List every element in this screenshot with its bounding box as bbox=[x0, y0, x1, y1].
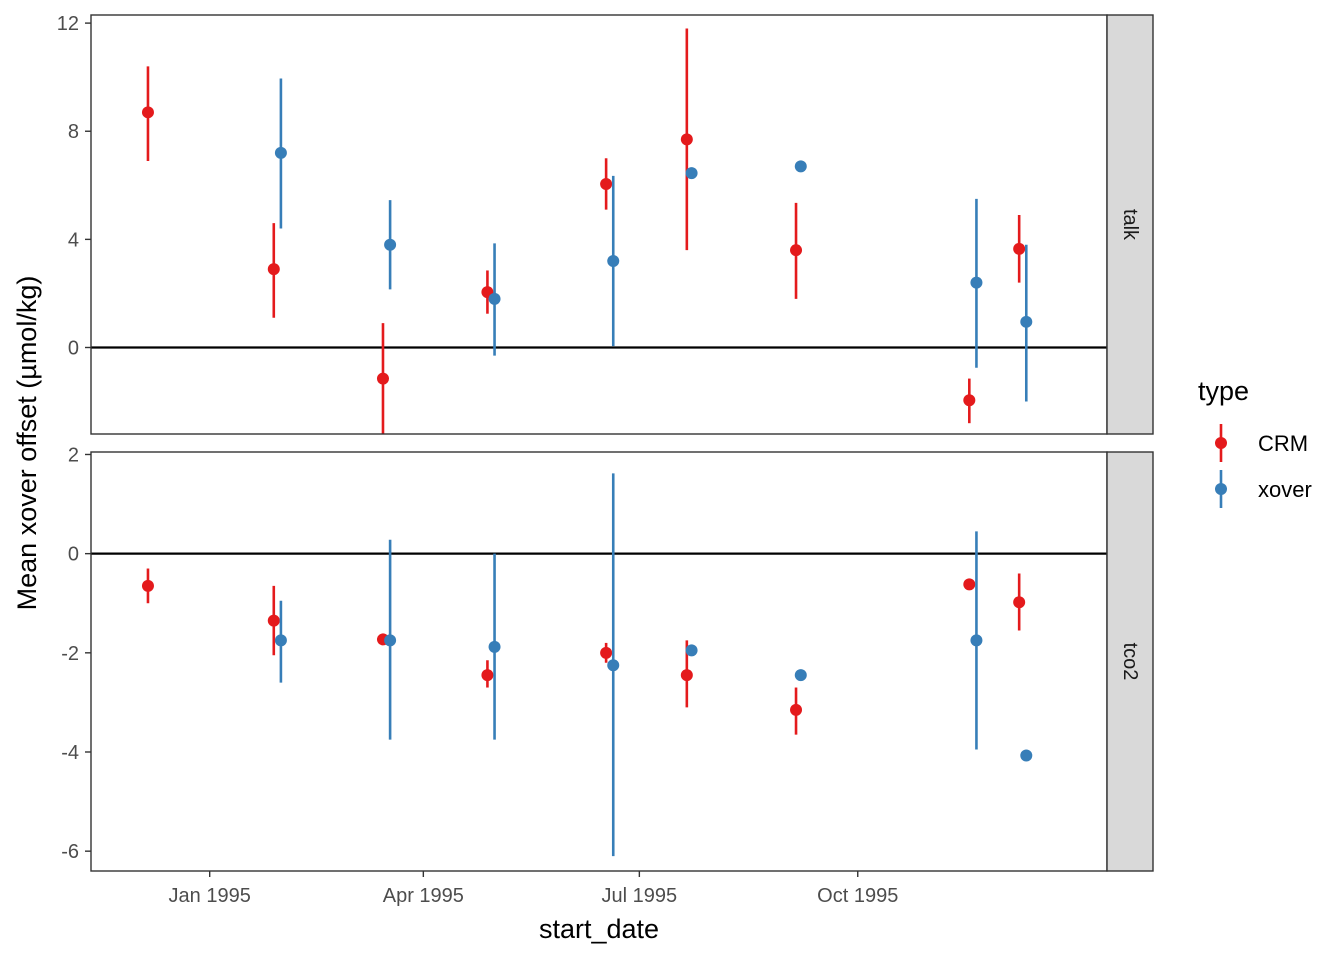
y-tick-label: 4 bbox=[68, 229, 79, 251]
data-point bbox=[267, 263, 280, 276]
panel-background bbox=[91, 452, 1107, 871]
data-point bbox=[274, 634, 287, 647]
data-point bbox=[790, 244, 803, 257]
data-point bbox=[794, 160, 807, 173]
x-tick-label: Jan 1995 bbox=[169, 885, 251, 907]
y-axis-title: Mean xover offset (µmol/kg) bbox=[12, 276, 42, 611]
facet-strip bbox=[1106, 451, 1154, 872]
data-point bbox=[600, 177, 613, 190]
x-tick-label: Apr 1995 bbox=[383, 885, 464, 907]
data-point bbox=[607, 659, 620, 672]
facet-strip-label: tco2 bbox=[1119, 643, 1141, 681]
facet-panel-talk: 0 4 8 12 talk bbox=[57, 13, 1154, 435]
legend-label: xover bbox=[1258, 477, 1312, 502]
data-point bbox=[1020, 315, 1033, 328]
data-point bbox=[794, 669, 807, 682]
data-point bbox=[274, 146, 287, 159]
y-tick-label: -4 bbox=[61, 742, 79, 764]
data-point bbox=[790, 703, 803, 716]
series-xover bbox=[274, 473, 1033, 857]
data-point bbox=[141, 579, 154, 592]
data-point bbox=[1013, 596, 1026, 609]
data-point bbox=[267, 614, 280, 627]
legend-title: type bbox=[1198, 376, 1249, 406]
data-point bbox=[680, 669, 693, 682]
panel-background bbox=[91, 15, 1107, 434]
data-point bbox=[963, 394, 976, 407]
y-tick-label: 8 bbox=[68, 121, 79, 143]
data-point bbox=[600, 646, 613, 659]
data-point bbox=[970, 634, 983, 647]
data-point bbox=[685, 167, 698, 180]
legend-entry-CRM: CRM bbox=[1215, 424, 1308, 462]
facet-strip-label: talk bbox=[1119, 209, 1141, 241]
data-point bbox=[384, 238, 397, 251]
y-tick-label: -6 bbox=[61, 841, 79, 863]
facet-panel-tco2: -6 -4 -2 0 2 tco2 bbox=[61, 444, 1154, 872]
data-point bbox=[963, 578, 976, 591]
data-point bbox=[488, 292, 501, 305]
x-tick-label: Jul 1995 bbox=[602, 885, 678, 907]
y-tick-label: 2 bbox=[68, 444, 79, 466]
legend: type CRM xover bbox=[1198, 376, 1312, 508]
y-tick-label: 12 bbox=[57, 13, 79, 35]
facet-strip bbox=[1106, 14, 1154, 435]
y-tick-label: -2 bbox=[61, 643, 79, 665]
data-point bbox=[1013, 242, 1026, 255]
x-tick-label: Oct 1995 bbox=[817, 885, 898, 907]
series-CRM bbox=[141, 28, 1026, 434]
y-tick-label: 0 bbox=[68, 337, 79, 359]
series-xover bbox=[274, 78, 1033, 402]
data-point bbox=[384, 634, 397, 647]
data-point bbox=[607, 254, 620, 267]
data-point bbox=[488, 640, 501, 653]
data-point bbox=[376, 372, 389, 385]
legend-entry-xover: xover bbox=[1215, 470, 1312, 508]
data-point bbox=[680, 133, 693, 146]
data-point bbox=[141, 106, 154, 119]
x-axis: Jan 1995 Apr 1995 Jul 1995 Oct 1995 bbox=[169, 871, 898, 907]
legend-label: CRM bbox=[1258, 431, 1308, 456]
data-point bbox=[481, 669, 494, 682]
data-point bbox=[1020, 749, 1033, 762]
legend-key-point bbox=[1215, 437, 1227, 449]
legend-entries: CRM xover bbox=[1215, 424, 1312, 508]
data-point bbox=[970, 276, 983, 289]
y-tick-label: 0 bbox=[68, 544, 79, 566]
legend-key-point bbox=[1215, 483, 1227, 495]
facet-panels: 0 4 8 12 talk -6 -4 -2 0 2 tco2 bbox=[57, 13, 1154, 872]
data-point bbox=[685, 644, 698, 657]
x-axis-title: start_date bbox=[539, 914, 659, 944]
